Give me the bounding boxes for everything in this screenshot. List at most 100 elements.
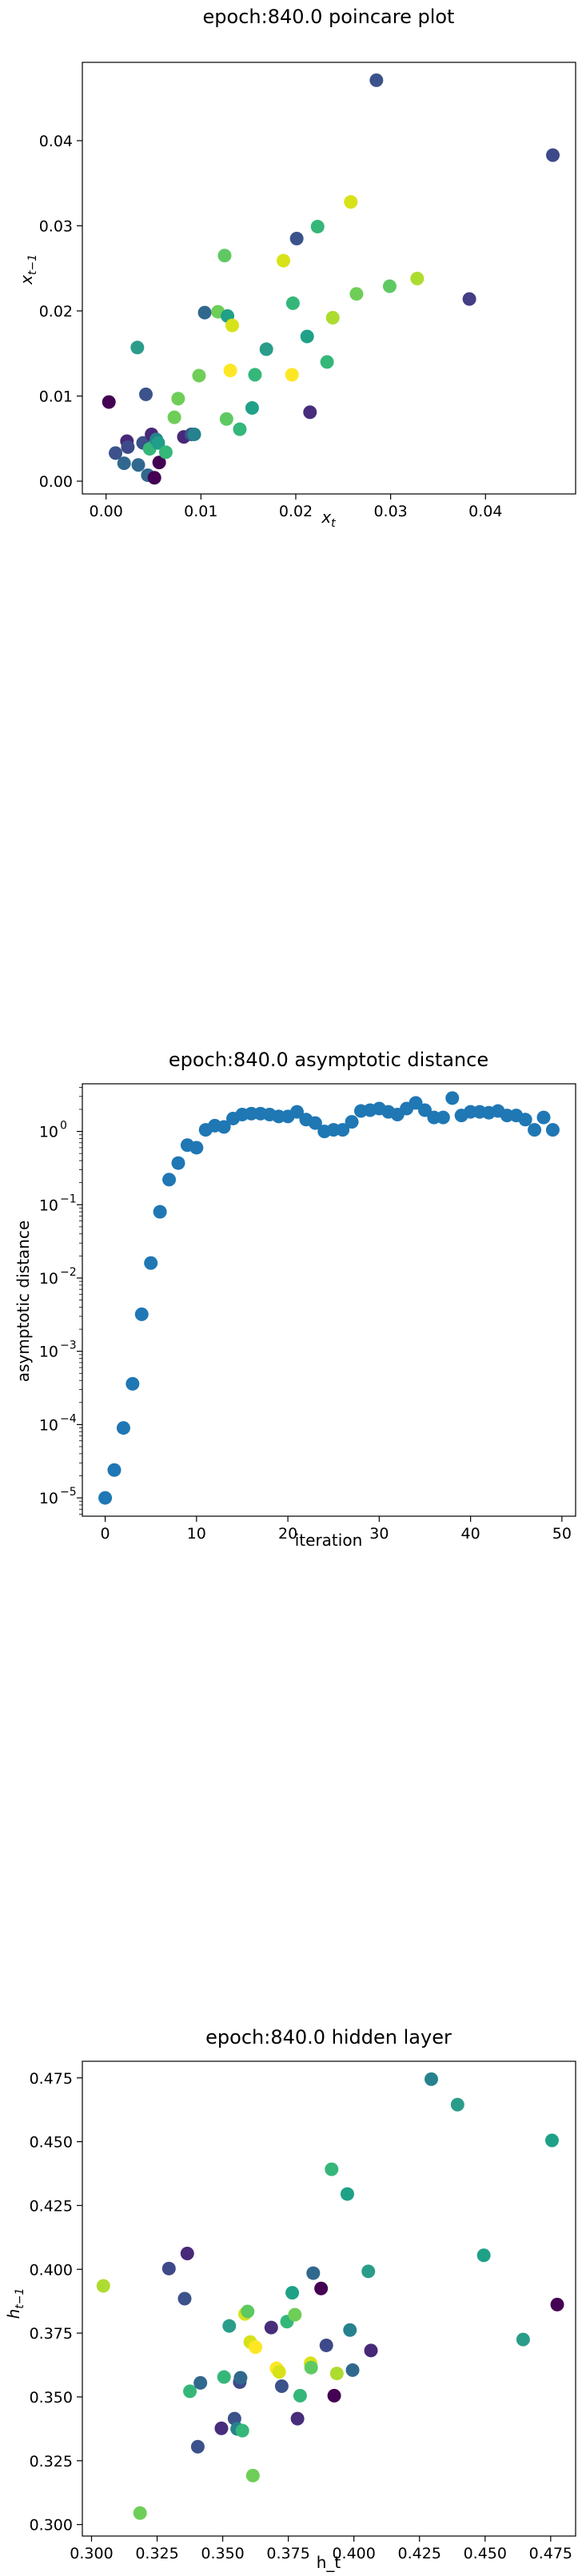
data-point [190, 2439, 205, 2454]
data-point [349, 287, 364, 301]
data-point [409, 1096, 423, 1110]
data-point [217, 249, 232, 263]
x-tick-labels: 0.00 0.01 0.02 0.03 0.04 [90, 494, 502, 520]
y-tick-label: 10 −3 [39, 1340, 77, 1361]
data-point [130, 340, 145, 355]
data-point [344, 195, 358, 209]
data-point [528, 1123, 542, 1137]
data-point [476, 2248, 491, 2263]
y-tick-label: 10 −1 [39, 1192, 77, 1214]
plot-frame [82, 1083, 576, 1517]
data-point [133, 2506, 147, 2520]
data-point [217, 1120, 231, 1134]
x-tick-label: 0.01 [184, 503, 217, 520]
x-tick-label: 0.00 [90, 503, 123, 520]
data-point [193, 2375, 208, 2390]
x-tick-labels: 0.300 0.325 0.350 0.375 0.400 0.425 0.450 0.475 [70, 2536, 572, 2562]
plot-frame [82, 62, 576, 495]
y-tick-label: 0.425 [30, 2197, 73, 2215]
data-point [161, 2261, 176, 2275]
data-point [121, 440, 135, 454]
data-point [227, 2411, 241, 2426]
data-point [197, 305, 212, 320]
data-point [314, 2281, 329, 2295]
y-tick-label: 10 0 [39, 1120, 67, 1141]
x-tick-label: 40 [461, 1525, 480, 1543]
y-tick-label: 0.400 [30, 2261, 73, 2279]
x-tick-label: 0.04 [468, 503, 502, 520]
data-point [259, 342, 273, 356]
data-point [147, 471, 161, 485]
x-tick-label: 0.03 [373, 503, 407, 520]
data-point [288, 2307, 302, 2322]
data-point [536, 1110, 551, 1125]
data-point [177, 2291, 192, 2306]
y-tick-label: 10 −4 [39, 1412, 77, 1434]
data-point [462, 292, 476, 306]
data-points [102, 73, 560, 485]
data-point [329, 2367, 344, 2381]
y-tick-label: 0.475 [30, 2070, 73, 2088]
y-tick-label: 0.02 [39, 303, 73, 321]
y-axis-label: asymptotic distance [14, 1220, 33, 1382]
data-point [233, 422, 247, 436]
data-point [126, 1376, 140, 1391]
data-point [180, 2246, 194, 2260]
chart-title: epoch:840.0 poincare plot [203, 6, 455, 28]
data-point [162, 1173, 177, 1187]
data-point [285, 2286, 300, 2300]
data-point [304, 2360, 318, 2375]
data-point [189, 1141, 204, 1155]
data-point [310, 220, 325, 234]
data-point [134, 1307, 149, 1321]
data-point [245, 400, 259, 415]
y-tick-label: 0.450 [30, 2134, 73, 2152]
data-point [219, 412, 233, 426]
data-point [410, 272, 425, 286]
x-axis-label: h_t [317, 2553, 341, 2572]
data-point [345, 1115, 359, 1129]
data-point [417, 1103, 432, 1117]
data-point [518, 1113, 532, 1127]
data-point [364, 2343, 378, 2358]
data-point [131, 458, 146, 472]
data-point [171, 392, 185, 406]
x-tick-label: 50 [552, 1525, 572, 1543]
data-point [217, 2370, 231, 2384]
data-point [144, 1256, 158, 1270]
data-point [102, 395, 116, 409]
data-point [306, 2266, 321, 2280]
data-point [382, 279, 397, 293]
y-tick-label: 0.350 [30, 2389, 73, 2407]
x-tick-label: 0.375 [266, 2545, 309, 2562]
x-axis-label: iteration [295, 1531, 363, 1550]
data-point [235, 2423, 249, 2438]
x-tick-label: 30 [369, 1525, 389, 1543]
data-point [192, 368, 206, 383]
poincare-plot-chart: epoch:840.0 poincare plot 0.00 0.01 0.02 0.… [17, 6, 576, 530]
data-point [223, 364, 237, 378]
data-point [290, 2411, 305, 2426]
data-point [96, 2279, 110, 2293]
data-point [285, 368, 299, 382]
data-point [225, 318, 239, 332]
y-tick-labels: 0.00 0.01 0.02 0.03 0.04 [39, 133, 82, 491]
data-point [241, 2304, 255, 2319]
x-tick-label: 0.02 [279, 503, 313, 520]
data-point [98, 1491, 113, 1505]
x-tick-labels: 0 10 20 30 40 50 [101, 1516, 572, 1543]
x-tick-label: 0.400 [332, 2545, 375, 2562]
asymptotic-distance-chart: epoch:840.0 asymptotic distance 0 10 20 30 4… [14, 1049, 576, 1550]
y-tick-label: 0.325 [30, 2453, 73, 2470]
plot-frame [82, 2060, 576, 2537]
data-point [545, 1123, 560, 1137]
data-point [171, 1156, 185, 1170]
data-point [187, 427, 201, 441]
data-point [325, 2162, 339, 2176]
data-point [303, 405, 317, 420]
y-tick-label: 0.00 [39, 473, 73, 491]
data-point [117, 456, 131, 471]
x-tick-label: 0.325 [135, 2545, 178, 2562]
y-axis-label: xt−1 [17, 254, 39, 285]
y-tick-label: 0.04 [39, 133, 73, 150]
